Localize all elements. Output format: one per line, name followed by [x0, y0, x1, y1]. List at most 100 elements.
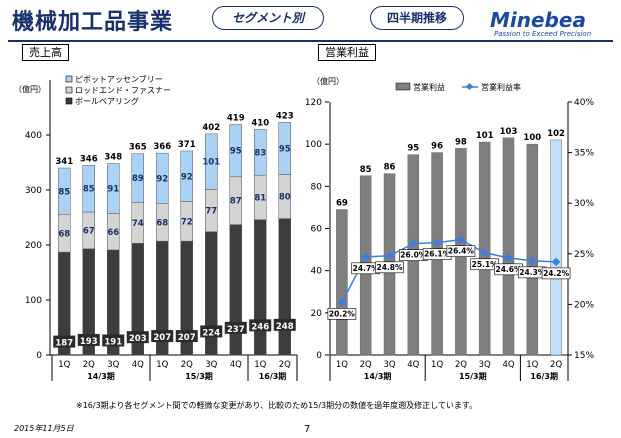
sales-value-label: 92 — [181, 172, 193, 182]
sales-value-label: 89 — [132, 174, 144, 184]
margin-label: 24.6% — [495, 265, 522, 274]
date-label: 2015年11月5日 — [14, 424, 74, 433]
income-x-tick: 3Q — [479, 360, 491, 370]
sales-value-box — [273, 318, 296, 331]
sales-group-label: 14/3期 — [87, 371, 115, 381]
income-bar — [526, 143, 539, 356]
sales-value-label: 68 — [58, 229, 70, 239]
income-y2-tick: 25% — [574, 250, 594, 260]
sales-total-label: 348 — [104, 153, 122, 163]
sales-x-tick: 3Q — [205, 360, 217, 370]
income-x-tick: 4Q — [407, 360, 419, 370]
income-value-label: 98 — [455, 137, 467, 147]
sales-value-label: 187 — [55, 339, 73, 349]
sales-value-box — [53, 335, 76, 348]
income-value-label: 101 — [476, 131, 494, 141]
income-y2-tick: 15% — [574, 351, 594, 361]
sales-value-label: 83 — [254, 148, 266, 158]
sales-value-box — [200, 325, 223, 338]
page-title: 機械加工品事業 — [12, 10, 174, 35]
sales-x-tick: 2Q — [83, 360, 95, 370]
margin-label: 26.1% — [424, 250, 451, 259]
margin-label-box — [327, 308, 357, 320]
sales-bar-segment — [180, 150, 193, 202]
income-bar — [478, 141, 491, 356]
margin-label-box — [541, 267, 571, 280]
margin-point — [361, 252, 370, 262]
sales-y-tick: 0 — [36, 351, 42, 361]
sales-value-label: 95 — [230, 147, 242, 157]
income-x-tick: 2Q — [455, 360, 467, 370]
sales-bar-segment — [205, 133, 218, 190]
sales-group-label: 16/3期 — [259, 371, 287, 381]
income-x-tick: 1Q — [336, 360, 348, 370]
income-bar — [550, 139, 562, 356]
income-value-label: 100 — [523, 133, 541, 143]
sales-y-tick: 400 — [25, 131, 42, 141]
sales-legend-swatch — [65, 75, 73, 83]
sales-bar-segment — [229, 124, 242, 178]
sales-total-label: 402 — [202, 123, 220, 133]
income-x-tick: 2Q — [360, 360, 372, 370]
income-legend-marker — [465, 82, 474, 91]
brand-logo: Minebea — [490, 8, 586, 32]
sales-value-box — [126, 331, 149, 344]
sales-total-label: 410 — [251, 119, 269, 129]
income-value-label: 95 — [407, 144, 419, 154]
sales-value-label: 203 — [129, 334, 147, 344]
margin-point — [551, 257, 561, 267]
sales-legend-label: ピボットアッセンブリー — [75, 74, 163, 84]
footnote: ※16/3期より各セグメント間での軽微な変更があり、比較のため15/3期分の数値… — [76, 401, 478, 410]
sales-value-box — [175, 330, 198, 343]
income-y-tick: 40 — [311, 267, 323, 277]
sales-x-tick: 4Q — [230, 360, 242, 370]
sales-value-label: 72 — [181, 217, 193, 227]
sales-bar-segment — [131, 153, 144, 203]
income-y-tick: 20 — [311, 309, 323, 319]
sales-value-label: 91 — [107, 185, 119, 195]
sales-total-label: 366 — [153, 142, 171, 152]
sales-value-label: 77 — [205, 207, 217, 217]
sales-x-tick: 2Q — [181, 360, 193, 370]
margin-label: 20.2% — [329, 309, 356, 318]
sales-value-label: 191 — [104, 337, 122, 347]
margin-label: 24.8% — [376, 263, 403, 272]
sales-legend-label: ロッドエンド・ファスナー — [75, 86, 171, 95]
margin-point — [528, 256, 537, 266]
sales-value-label: 74 — [132, 219, 144, 229]
sales-value-box — [102, 334, 125, 347]
sales-y-unit: （億円） — [14, 84, 46, 94]
sales-group-label: 15/3期 — [185, 371, 213, 381]
sales-value-label: 66 — [107, 228, 119, 238]
income-bar — [502, 137, 515, 356]
income-x-tick: 4Q — [502, 360, 514, 370]
income-bar — [336, 209, 348, 356]
income-y-unit: （億円） — [312, 76, 344, 86]
period-label: 四半期推移 — [370, 6, 464, 30]
brand-tagline: Passion to Exceed Precision — [494, 30, 592, 38]
sales-x-tick: 3Q — [107, 360, 119, 370]
margin-point — [456, 235, 466, 244]
margin-point — [504, 253, 513, 263]
income-y-tick: 0 — [316, 351, 322, 361]
sales-x-tick: 4Q — [132, 360, 144, 370]
sales-value-box — [249, 319, 272, 332]
income-value-label: 85 — [360, 165, 372, 175]
income-y-tick: 100 — [305, 140, 322, 150]
income-legend-swatch-bar — [395, 82, 411, 91]
income-x-tick: 1Q — [431, 360, 443, 370]
sales-bar-segment — [254, 129, 267, 176]
sales-value-box — [77, 333, 100, 346]
sales-legend-swatch — [65, 97, 73, 105]
sales-total-label: 371 — [178, 140, 196, 150]
income-y2-tick: 20% — [574, 300, 594, 310]
sales-legend-swatch — [65, 86, 73, 94]
income-value-label: 86 — [384, 163, 396, 173]
sales-x-tick: 2Q — [279, 360, 291, 370]
sales-x-tick: 1Q — [58, 360, 70, 370]
sales-value-label: 87 — [230, 197, 242, 207]
sales-y-tick: 200 — [25, 241, 42, 251]
income-legend-bar-label: 営業利益 — [413, 82, 445, 92]
margin-line — [341, 238, 557, 303]
